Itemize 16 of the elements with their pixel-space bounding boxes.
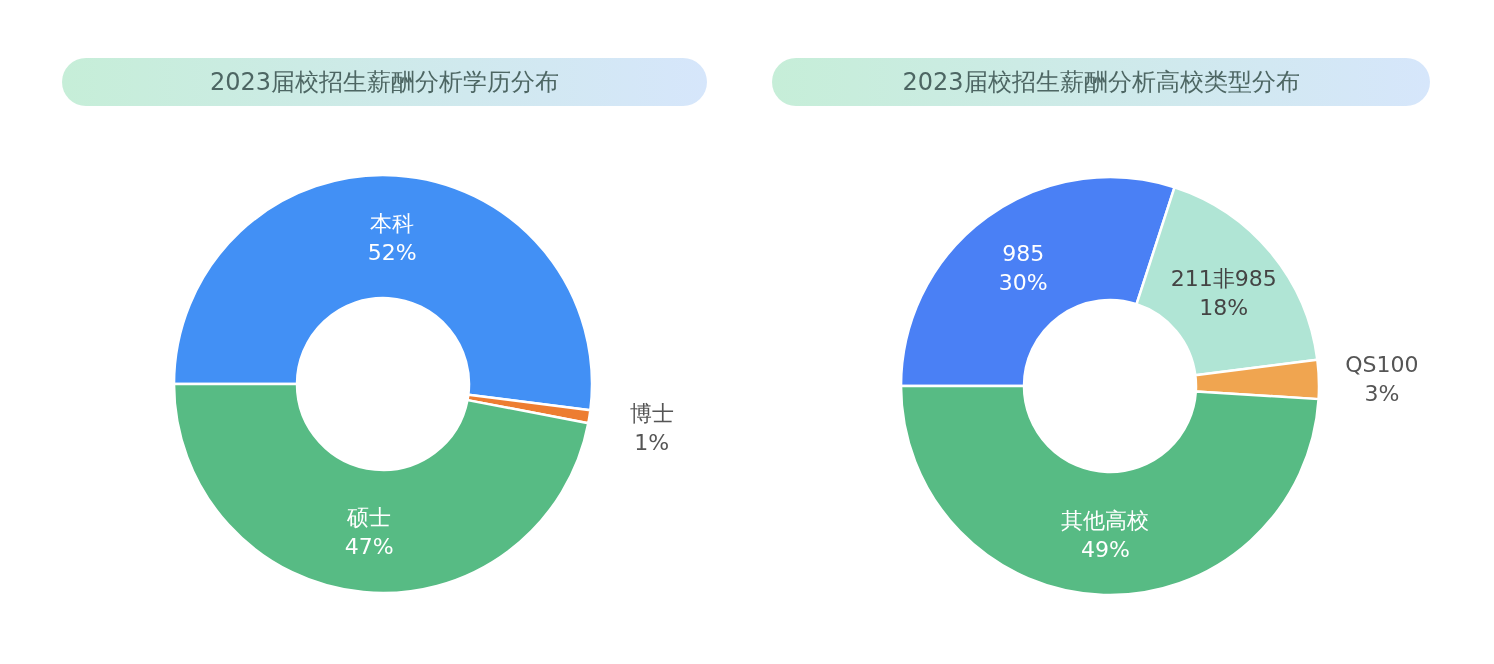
slice-label: 本科: [370, 211, 415, 237]
slice-label: 211非985: [1170, 266, 1277, 292]
data-label: 47%: [344, 533, 394, 559]
chart-title: 2023届校招生薪酬分析学历分布: [209, 68, 560, 96]
data-label: 52%: [367, 239, 417, 265]
slice-label: 博士: [629, 401, 674, 427]
slice-label: QS100: [1345, 351, 1419, 377]
data-label: 49%: [1080, 536, 1130, 562]
data-label: 3%: [1364, 380, 1400, 406]
data-label: 30%: [998, 269, 1048, 295]
slice-label: 硕士: [346, 505, 392, 531]
slice-label: 其他高校: [1061, 507, 1150, 533]
data-label: 18%: [1199, 295, 1249, 321]
data-label: 1%: [634, 429, 670, 455]
slice-label: 985: [1002, 241, 1045, 267]
chart-title: 2023届校招生薪酬分析高校类型分布: [902, 68, 1300, 96]
